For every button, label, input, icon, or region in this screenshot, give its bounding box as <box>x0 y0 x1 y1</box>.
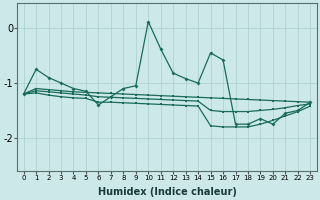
X-axis label: Humidex (Indice chaleur): Humidex (Indice chaleur) <box>98 187 236 197</box>
